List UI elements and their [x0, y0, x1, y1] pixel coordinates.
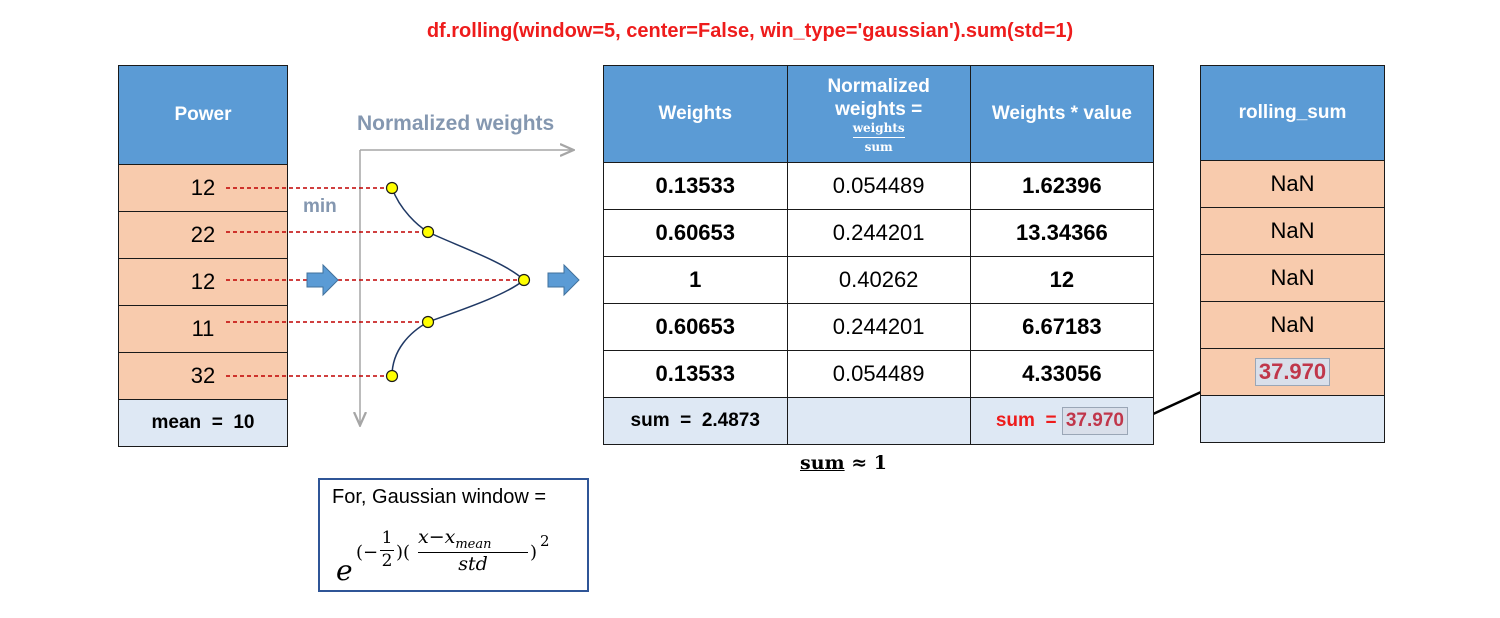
gaussian-curve [391, 187, 526, 377]
weights-over-sum-fraction: weights sum [852, 120, 905, 154]
normalized-sum-note: sum ≈ 1 [800, 452, 887, 474]
normalized-weights-header: Normalized weights = weights sum [786, 65, 971, 163]
rolling-sum-result-cell: 37.970 [1200, 348, 1385, 396]
page-title: df.rolling(window=5, center=False, win_t… [426, 20, 1074, 42]
weight-point [385, 369, 399, 383]
rolling-sum-cell: NaN [1200, 301, 1385, 349]
weighted-sum-value: 37.970 [1061, 407, 1128, 435]
formula-bar [418, 552, 528, 553]
normalized-cell: 0.054489 [786, 350, 971, 398]
weight-point [421, 315, 435, 329]
power-cell: 12 [118, 258, 288, 306]
normalized-cell: 0.40262 [786, 256, 971, 304]
right-arrow-icon [547, 263, 580, 297]
weight-cell: 1 [603, 256, 788, 304]
power-cell: 22 [118, 211, 288, 259]
rolling-sum-cell: NaN [1200, 254, 1385, 302]
min-label: min [303, 196, 337, 217]
formula-mid: )( [396, 542, 411, 563]
rolling-sum-footer [1200, 395, 1385, 443]
weight-point [385, 181, 399, 195]
formula-power: 2 [540, 532, 550, 550]
power-cell: 32 [118, 352, 288, 400]
formula-bar [380, 550, 394, 551]
rolling-sum-cell: NaN [1200, 160, 1385, 208]
fraction-bar [852, 136, 905, 138]
normalized-weights-label: Normalized weights [357, 112, 555, 135]
formula-half-num: 1 [381, 528, 393, 548]
sum-note-rest: ≈ 1 [844, 452, 887, 474]
rolling-sum-header: rolling_sum [1200, 65, 1385, 161]
rolling-sum-cell: NaN [1200, 207, 1385, 255]
weighted-sum-cell: sum = 37.970 [969, 397, 1155, 445]
gaussian-formula: e (− 1 2 )( x−xmean std ) 2 [336, 524, 586, 590]
weight-point [421, 225, 435, 239]
weights-sum: sum = 2.4873 [603, 397, 788, 445]
weighted-cell: 4.33056 [969, 350, 1155, 398]
weighted-sum-label: sum = [995, 410, 1057, 431]
power-cell: 11 [118, 305, 288, 353]
power-cell: 12 [118, 164, 288, 212]
formula-den: std [458, 553, 488, 575]
gaussian-formula-box: For, Gaussian window = e (− 1 2 )( x−xme… [318, 478, 589, 592]
normalized-header-line: weights = [835, 98, 923, 120]
weight-cell: 0.60653 [603, 209, 788, 257]
weight-cell: 0.13533 [603, 350, 788, 398]
formula-num: x−x [418, 526, 456, 548]
weights-table: Weights Normalized weights = weights sum… [603, 65, 1155, 445]
right-arrow-icon [306, 263, 339, 297]
weight-point [517, 273, 531, 287]
formula-neg: (− [356, 542, 379, 563]
formula-close: ) [530, 542, 538, 563]
power-table: Power 12 22 12 11 32 mean = 10 [118, 65, 288, 447]
weighted-cell: 1.62396 [969, 162, 1155, 210]
formula-half-den: 2 [381, 551, 393, 571]
normalized-header-line: Normalized [827, 75, 930, 97]
formula-numerator: x−xmean [418, 526, 492, 552]
weight-cell: 0.60653 [603, 303, 788, 351]
fraction-numerator: weights [852, 120, 905, 135]
rolling-sum-table: rolling_sum NaN NaN NaN NaN 37.970 [1200, 65, 1385, 443]
empty-footer-cell [786, 397, 971, 445]
normalized-cell: 0.054489 [786, 162, 971, 210]
rolling-sum-result: 37.970 [1254, 358, 1331, 386]
normalized-cell: 0.244201 [786, 209, 971, 257]
weighted-cell: 12 [969, 256, 1155, 304]
formula-base: e [336, 554, 353, 587]
sum-note-underlined: sum [800, 452, 845, 474]
weighted-value-header: Weights * value [969, 65, 1155, 163]
formula-label: For, Gaussian window = [332, 486, 546, 508]
formula-sub: mean [455, 536, 492, 552]
fraction-denominator: sum [864, 139, 893, 154]
weighted-cell: 13.34366 [969, 209, 1155, 257]
normalized-cell: 0.244201 [786, 303, 971, 351]
weights-header: Weights [603, 65, 788, 163]
power-header: Power [118, 65, 288, 165]
weighted-cell: 6.67183 [969, 303, 1155, 351]
power-mean: mean = 10 [118, 399, 288, 447]
weight-cell: 0.13533 [603, 162, 788, 210]
